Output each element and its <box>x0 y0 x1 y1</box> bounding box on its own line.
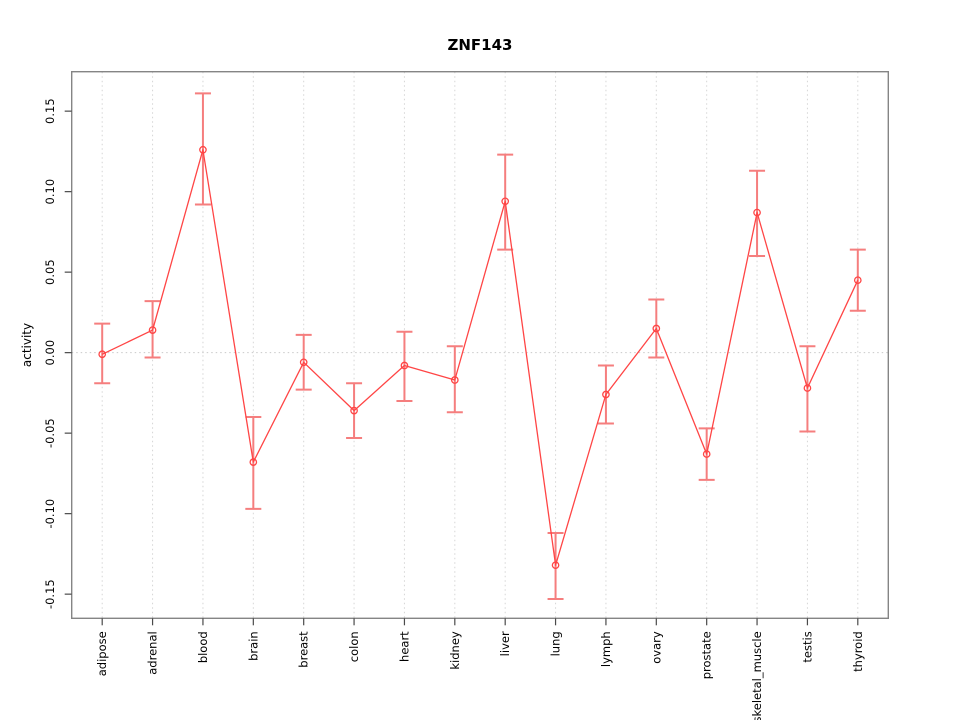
y-tick-label: -0.10 <box>43 499 57 529</box>
data-point-brain <box>249 458 258 466</box>
x-tick-label-kidney: kidney <box>448 631 462 670</box>
plot-border <box>70 70 889 619</box>
x-tick-label-breast: breast <box>297 631 311 668</box>
x-tick-label-colon: colon <box>347 631 361 662</box>
x-tick-label-adrenal: adrenal <box>146 631 160 674</box>
x-tick-label-adipose: adipose <box>95 631 109 676</box>
x-tick-label-ovary: ovary <box>649 631 663 664</box>
x-tick-label-prostate: prostate <box>700 631 714 679</box>
x-tick-label-testis: testis <box>800 631 814 662</box>
y-tick-label: 0.00 <box>43 340 57 366</box>
data-point-adipose <box>98 350 107 359</box>
x-tick-label-thyroid: thyroid <box>851 631 865 672</box>
x-tick-label-lymph: lymph <box>599 631 613 667</box>
x-tick-label-lung: lung <box>549 631 563 656</box>
data-point-lymph <box>602 390 610 399</box>
data-point-ovary <box>652 324 661 333</box>
data-point-heart <box>400 361 409 370</box>
y-tick-label: -0.15 <box>43 579 57 609</box>
data-point-breast <box>299 358 308 367</box>
y-tick-label: 0.05 <box>43 259 57 285</box>
data-point-liver <box>501 197 510 206</box>
y-tick-label: -0.05 <box>43 418 57 448</box>
chart-title: ZNF143 <box>448 36 513 54</box>
y-axis-label: activity <box>20 323 34 367</box>
data-point-skeletal_muscle <box>753 208 761 217</box>
data-point-blood <box>199 145 207 154</box>
data-point-adrenal <box>148 326 157 334</box>
data-point-prostate <box>702 450 711 458</box>
data-point-thyroid <box>853 276 862 285</box>
data-point-kidney <box>450 376 459 384</box>
x-tick-label-brain: brain <box>246 631 260 661</box>
series-line <box>101 149 859 566</box>
y-tick-label: 0.10 <box>43 179 57 205</box>
x-tick-label-blood: blood <box>196 631 210 663</box>
data-point-colon <box>350 406 358 415</box>
x-tick-label-liver: liver <box>498 631 512 656</box>
x-tick-label-heart: heart <box>397 631 411 662</box>
data-point-testis <box>803 384 812 392</box>
y-tick-label: 0.15 <box>43 98 57 124</box>
data-point-lung <box>551 561 560 570</box>
x-tick-label-skeletal_muscle: skeletal_muscle <box>750 631 764 720</box>
